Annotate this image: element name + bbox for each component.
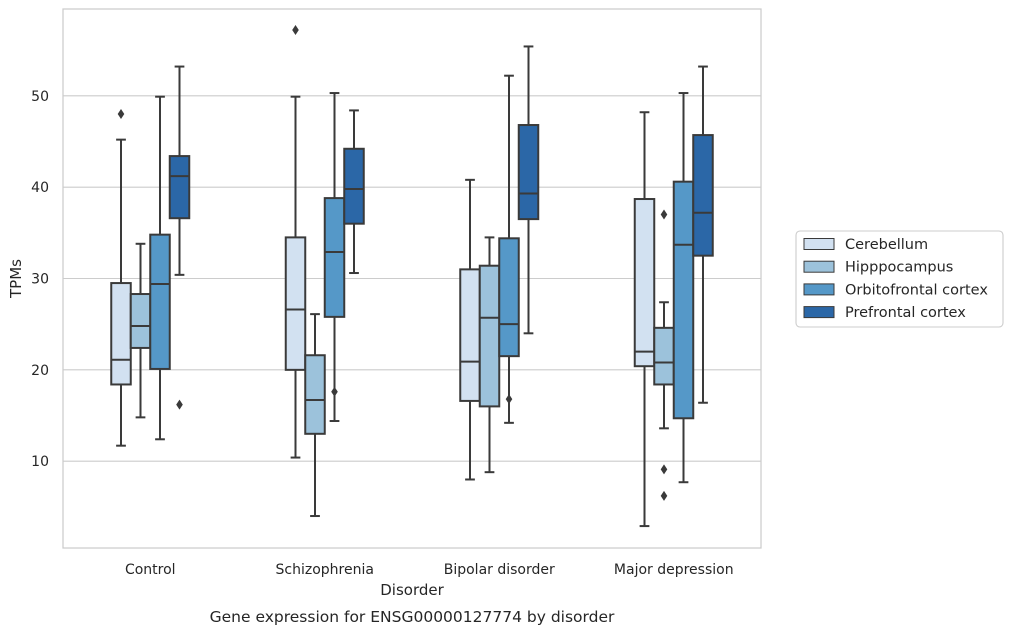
- box-cerebellum: [633, 111, 656, 528]
- box-iqr: [110, 282, 132, 386]
- y-axis-label: TPMs: [7, 259, 25, 299]
- box-orbitofrontal-cortex: [672, 92, 695, 484]
- legend-swatch: [803, 238, 835, 250]
- outlier-point: [176, 399, 183, 410]
- box-iqr: [692, 134, 714, 257]
- outlier-point: [505, 394, 513, 405]
- box-cerebellum: [110, 109, 132, 447]
- x-tick-label: Major depression: [614, 562, 734, 578]
- x-tick-label: Schizophrenia: [276, 562, 374, 578]
- y-tick-label: 20: [31, 363, 49, 379]
- box-hipppocampus: [304, 313, 326, 518]
- y-tick-label: 50: [31, 89, 49, 105]
- chart-caption: Gene expression for ENSG00000127774 by d…: [210, 608, 615, 626]
- box-iqr: [284, 236, 307, 371]
- box-hipppocampus: [129, 242, 152, 419]
- box-orbitofrontal-cortex: [498, 74, 520, 424]
- legend-label: Orbitofrontal cortex: [845, 282, 988, 298]
- box-iqr: [672, 180, 695, 420]
- outlier-point: [331, 386, 338, 397]
- outlier-point: [660, 490, 668, 501]
- box-iqr: [633, 198, 656, 368]
- legend-swatch: [803, 260, 835, 273]
- legend-label: Cerebellum: [845, 237, 928, 253]
- y-tick-label: 30: [31, 272, 49, 288]
- box-layer: [110, 25, 714, 528]
- y-tick-labels: 10 20 30 40 50: [31, 89, 49, 470]
- outlier-point: [660, 209, 668, 220]
- box-iqr: [343, 147, 365, 225]
- box-prefrontal-cortex: [692, 65, 714, 404]
- box-orbitofrontal-cortex: [323, 92, 346, 423]
- plot-area-frame: [62, 8, 762, 549]
- legend: Cerebellum Hipppocampus Orbitofrontal cort…: [795, 230, 1004, 328]
- box-iqr: [304, 354, 326, 435]
- box-iqr: [149, 233, 171, 370]
- x-tick-labels: Control Schizophrenia Bipolar disorder Majo…: [125, 562, 734, 578]
- box-iqr: [168, 155, 191, 220]
- y-tick-label: 10: [31, 454, 49, 470]
- box-cerebellum: [284, 25, 307, 459]
- box-iqr: [459, 268, 481, 402]
- box-orbitofrontal-cortex: [149, 95, 171, 441]
- box-iqr: [498, 237, 520, 358]
- outlier-point: [660, 464, 668, 475]
- legend-label: Hipppocampus: [845, 260, 953, 276]
- box-iqr: [129, 293, 152, 349]
- box-iqr: [478, 264, 501, 408]
- box-hipppocampus: [653, 209, 675, 501]
- box-prefrontal-cortex: [517, 45, 540, 335]
- outlier-point: [117, 109, 125, 120]
- x-tick-label: Bipolar disorder: [444, 562, 555, 578]
- box-prefrontal-cortex: [168, 65, 191, 410]
- legend-swatch: [803, 283, 835, 296]
- box-iqr: [653, 326, 675, 386]
- box-prefrontal-cortex: [343, 109, 365, 275]
- x-tick-label: Control: [125, 562, 176, 578]
- x-axis-label: Disorder: [380, 581, 444, 599]
- y-tick-label: 40: [31, 180, 49, 196]
- legend-label: Prefrontal cortex: [845, 305, 966, 321]
- box-iqr: [323, 197, 346, 318]
- box-iqr: [517, 124, 540, 221]
- legend-frame: [795, 230, 1004, 328]
- outlier-point: [292, 25, 299, 36]
- legend-swatch: [803, 306, 835, 319]
